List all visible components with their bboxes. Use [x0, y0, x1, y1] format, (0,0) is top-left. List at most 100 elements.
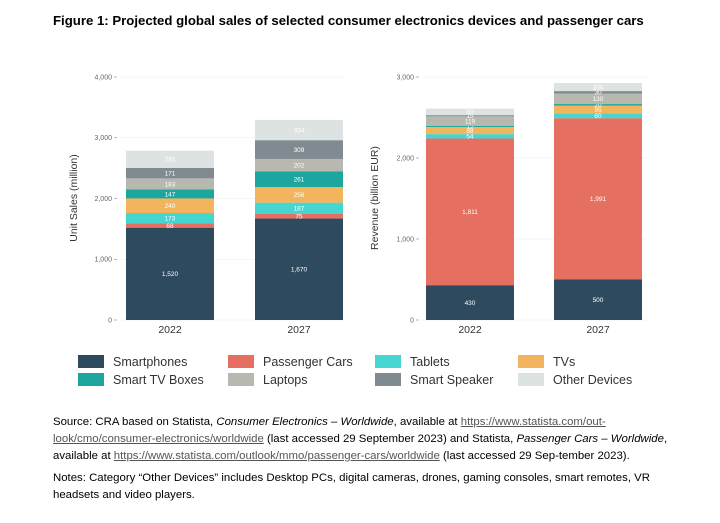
bar-segment-passenger-cars-2027 — [255, 213, 343, 219]
x-tick-label: 2027 — [586, 324, 610, 336]
data-label: 430 — [465, 300, 476, 307]
data-label: 75 — [295, 214, 303, 221]
data-label: 202 — [294, 162, 305, 169]
data-label: 171 — [165, 170, 176, 177]
bar-segment-tvs-2022 — [426, 126, 514, 135]
data-label: 12 — [466, 124, 474, 131]
bar-segment-tvs-2022 — [126, 198, 214, 214]
data-label: 119 — [465, 118, 476, 125]
legend-item-tablets: Tablets — [375, 354, 450, 369]
legend-item-passenger-cars: Passenger Cars — [228, 354, 353, 369]
revenue-chart: 0 1,000 2,000 3,000 Revenue (billion EUR) 430… — [369, 74, 647, 336]
data-label: 187 — [294, 206, 305, 213]
data-label: 100 — [593, 84, 604, 91]
legend-swatch — [78, 355, 104, 368]
source-part: (last accessed 29 September 2023) and St… — [263, 433, 517, 445]
bar-segment-tablets-2022 — [126, 213, 214, 224]
source-notes: Source: CRA based on Statista, Consumer … — [53, 414, 668, 509]
data-label: 309 — [294, 147, 305, 154]
source-link-passenger-cars[interactable]: https://www.statista.com/outlook/mmo/pas… — [113, 450, 440, 462]
bar-segment-other-devices-2027 — [554, 82, 642, 92]
y-axis-label: Unit Sales (million) — [68, 154, 80, 242]
data-label: 1,520 — [162, 271, 179, 278]
bar-segment-laptops-2027 — [255, 158, 343, 172]
legend-swatch — [228, 355, 254, 368]
legend-swatch — [375, 373, 401, 386]
bar-segment-smart-tv-boxes-2027 — [255, 171, 343, 188]
y-tick-label: 1,000 — [396, 236, 414, 243]
legend-swatch — [518, 355, 544, 368]
data-label: 147 — [165, 191, 176, 198]
source-italic: Consumer Electronics – Worldwide — [216, 416, 394, 428]
bar-segment-smart-speaker-2027 — [554, 91, 642, 94]
data-label: 1,670 — [291, 267, 308, 274]
data-label: 1,811 — [462, 209, 478, 216]
data-label: 68 — [166, 223, 174, 230]
bar-segment-laptops-2027 — [554, 93, 642, 105]
bar-segment-smart-tv-boxes-2027 — [554, 104, 642, 106]
legend-item-laptops: Laptops — [228, 372, 307, 387]
y-tick-label: 0 — [108, 317, 112, 324]
notes-text: Notes: Category “Other Devices” includes… — [53, 472, 650, 501]
data-label: 334 — [294, 127, 305, 134]
y-tick-label: 2,000 — [94, 196, 112, 203]
data-label: 54 — [466, 134, 474, 141]
bar-segment-smartphones-2022 — [426, 285, 514, 320]
data-label: 1,991 — [590, 196, 607, 203]
bar-segment-smart-speaker-2022 — [126, 168, 214, 179]
data-label: 173 — [165, 216, 176, 223]
bar-segment-tablets-2027 — [255, 202, 343, 214]
legend-label: Passenger Cars — [263, 354, 353, 369]
data-label: 95 — [594, 107, 602, 114]
data-label: 261 — [294, 176, 305, 183]
legend-label: TVs — [553, 354, 576, 369]
legend-label: Smart TV Boxes — [113, 372, 204, 387]
bar-segment-smartphones-2027 — [255, 218, 343, 320]
data-label: 240 — [165, 203, 176, 210]
bar-segment-tvs-2027 — [554, 105, 642, 114]
source-part: Source: CRA based on Statista, — [53, 416, 217, 428]
x-tick-label: 2022 — [458, 324, 482, 336]
bar-segment-smart-tv-boxes-2022 — [426, 126, 514, 127]
data-label: 30 — [594, 90, 602, 97]
bar-segment-passenger-cars-2022 — [126, 223, 214, 228]
legend-item-smart-tv-boxes: Smart TV Boxes — [78, 372, 204, 387]
source-part: , available at — [393, 416, 461, 428]
bar-segment-tablets-2022 — [426, 134, 514, 139]
legend: Smartphones Passenger Cars Tablets TVs S… — [78, 354, 678, 390]
bar-segment-laptops-2022 — [126, 178, 214, 190]
legend-label: Smartphones — [113, 354, 188, 369]
y-tick-label: 2,000 — [396, 155, 414, 162]
source-link-consumer-electronics[interactable]: https://www.statista.com/out-look/cmo/co… — [53, 416, 606, 445]
bar-segment-smart-speaker-2022 — [426, 115, 514, 117]
y-axis-label: Revenue (billion EUR) — [369, 146, 381, 250]
y-tick-label: 0 — [410, 317, 414, 324]
legend-label: Other Devices — [553, 372, 633, 387]
data-label: 80 — [466, 109, 474, 116]
legend-swatch — [518, 373, 544, 386]
legend-item-smart-speaker: Smart Speaker — [375, 372, 493, 387]
bar-segment-other-devices-2027 — [255, 119, 343, 141]
source-text: Source: CRA based on Statista, Consumer … — [53, 414, 668, 465]
data-label: 20 — [594, 102, 602, 109]
bar-segment-tablets-2027 — [554, 113, 642, 119]
legend-swatch — [375, 355, 401, 368]
data-label: 88 — [466, 128, 474, 135]
bar-segment-tvs-2027 — [255, 187, 343, 203]
bar-segment-laptops-2022 — [426, 116, 514, 127]
bar-segment-passenger-cars-2027 — [554, 118, 642, 280]
y-tick-label: 1,000 — [94, 257, 112, 264]
legend-item-tvs: TVs — [518, 354, 575, 369]
data-label: 183 — [165, 181, 176, 188]
figure-title: Figure 1: Projected global sales of sele… — [53, 13, 644, 28]
source-part: , available at — [53, 433, 668, 462]
unit-sales-chart: 0 1,000 2,000 3,000 4,000 Unit Sales (million… — [68, 74, 345, 336]
data-label: 15 — [466, 113, 474, 120]
bar-segment-other-devices-2022 — [126, 150, 214, 169]
charts-area: 0 1,000 2,000 3,000 4,000 Unit Sales (million… — [68, 74, 647, 336]
data-label: 285 — [165, 157, 176, 164]
bar-segment-smart-speaker-2027 — [255, 140, 343, 159]
data-label: 130 — [593, 96, 604, 103]
data-label: 500 — [593, 297, 604, 304]
y-tick-label: 4,000 — [94, 74, 112, 81]
